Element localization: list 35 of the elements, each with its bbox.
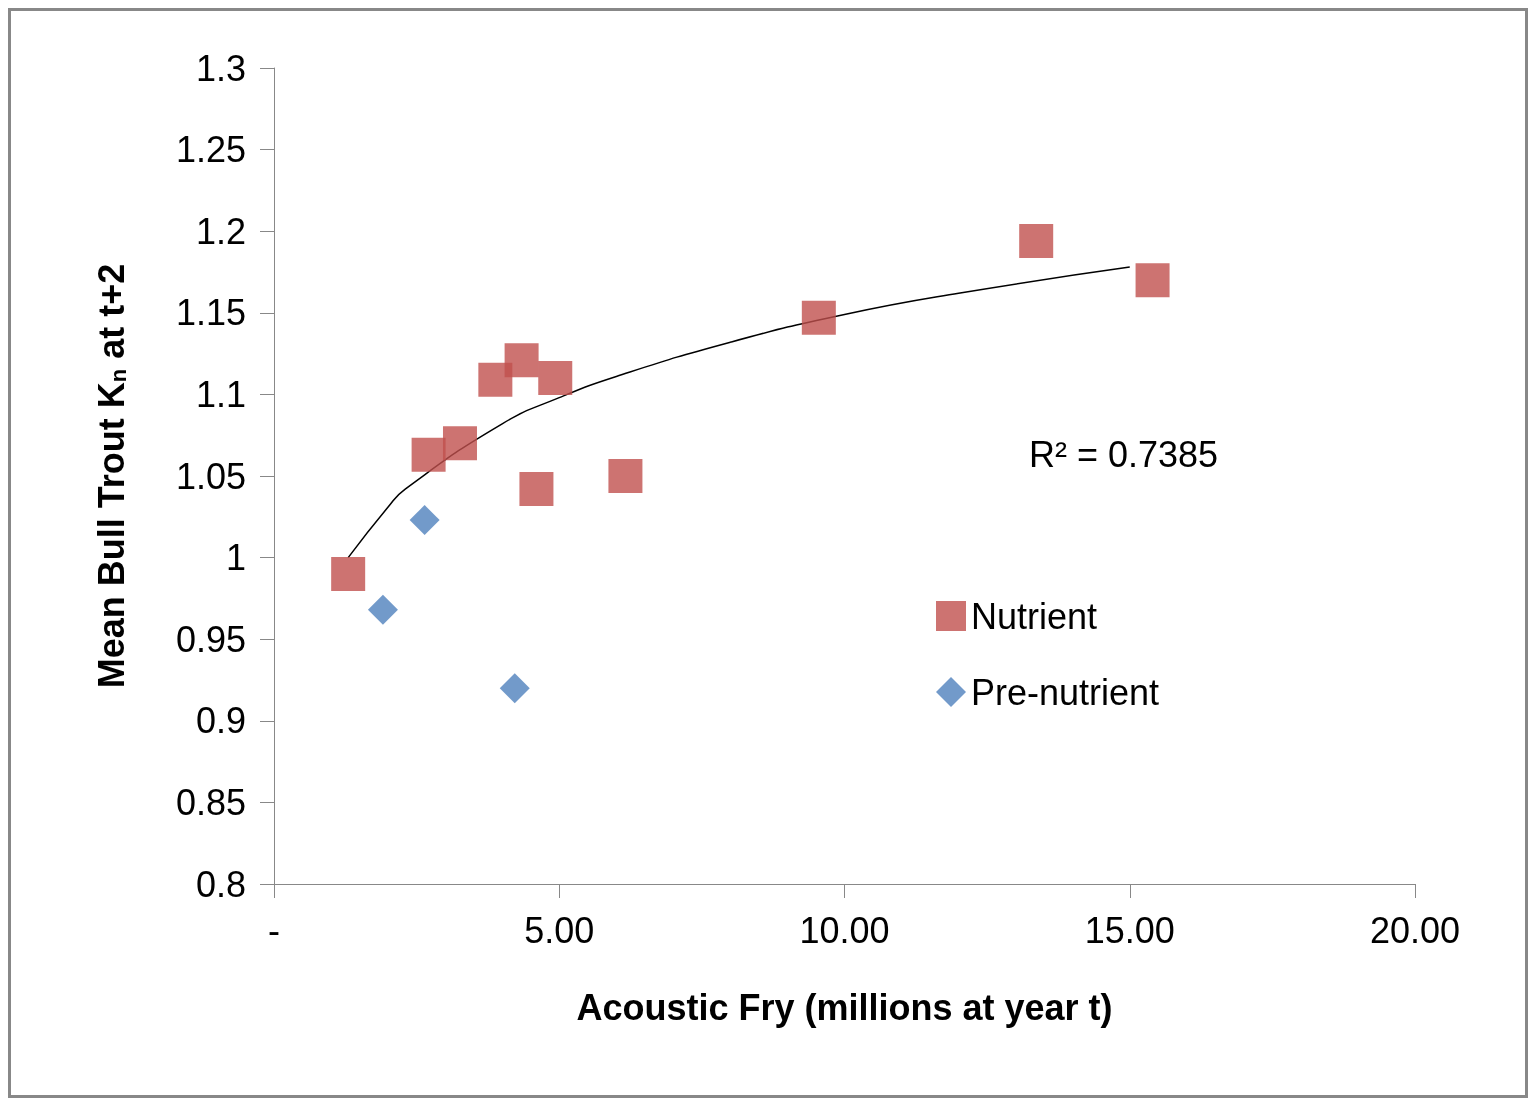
y-tick-label: 0.95 <box>175 618 246 660</box>
point <box>538 361 573 396</box>
legend-label: Nutrient <box>971 595 1098 637</box>
y-tick-label: 0.8 <box>195 863 246 905</box>
y-tick-label: 1 <box>225 537 246 579</box>
point <box>367 594 398 625</box>
y-tick-label: 1.25 <box>175 129 246 171</box>
y-tick-label: 1.1 <box>195 373 246 415</box>
point <box>519 472 554 507</box>
y-tick-label: 1.3 <box>195 47 246 89</box>
point <box>331 556 366 591</box>
point <box>411 437 446 472</box>
y-tick-label: 0.85 <box>175 781 246 823</box>
y-tick-label: 1.15 <box>175 292 246 334</box>
y-tick-label: 1.05 <box>175 455 246 497</box>
point <box>801 300 836 335</box>
y-axis-title: Mean Bull Trout Kn at t+2 <box>90 263 132 689</box>
x-axis-title: Acoustic Fry (millions at year t) <box>576 986 1113 1028</box>
point <box>499 673 530 704</box>
point <box>442 426 477 461</box>
annotation: R² = 0.7385 <box>1029 433 1219 475</box>
x-tick-label: 20.00 <box>1369 909 1461 951</box>
y-tick-label: 0.9 <box>195 700 246 742</box>
y-tick-label: 1.2 <box>195 210 246 252</box>
point <box>1135 263 1170 298</box>
legend-label: Pre-nutrient <box>971 671 1160 713</box>
point <box>504 343 539 378</box>
point <box>608 459 643 493</box>
point <box>409 505 440 536</box>
x-tick-label: 5.00 <box>524 909 595 951</box>
x-tick-label: 10.00 <box>799 909 890 951</box>
x-tick-label: - <box>268 909 280 951</box>
point <box>1019 223 1054 258</box>
point <box>478 362 513 397</box>
x-tick-label: 15.00 <box>1084 909 1175 951</box>
